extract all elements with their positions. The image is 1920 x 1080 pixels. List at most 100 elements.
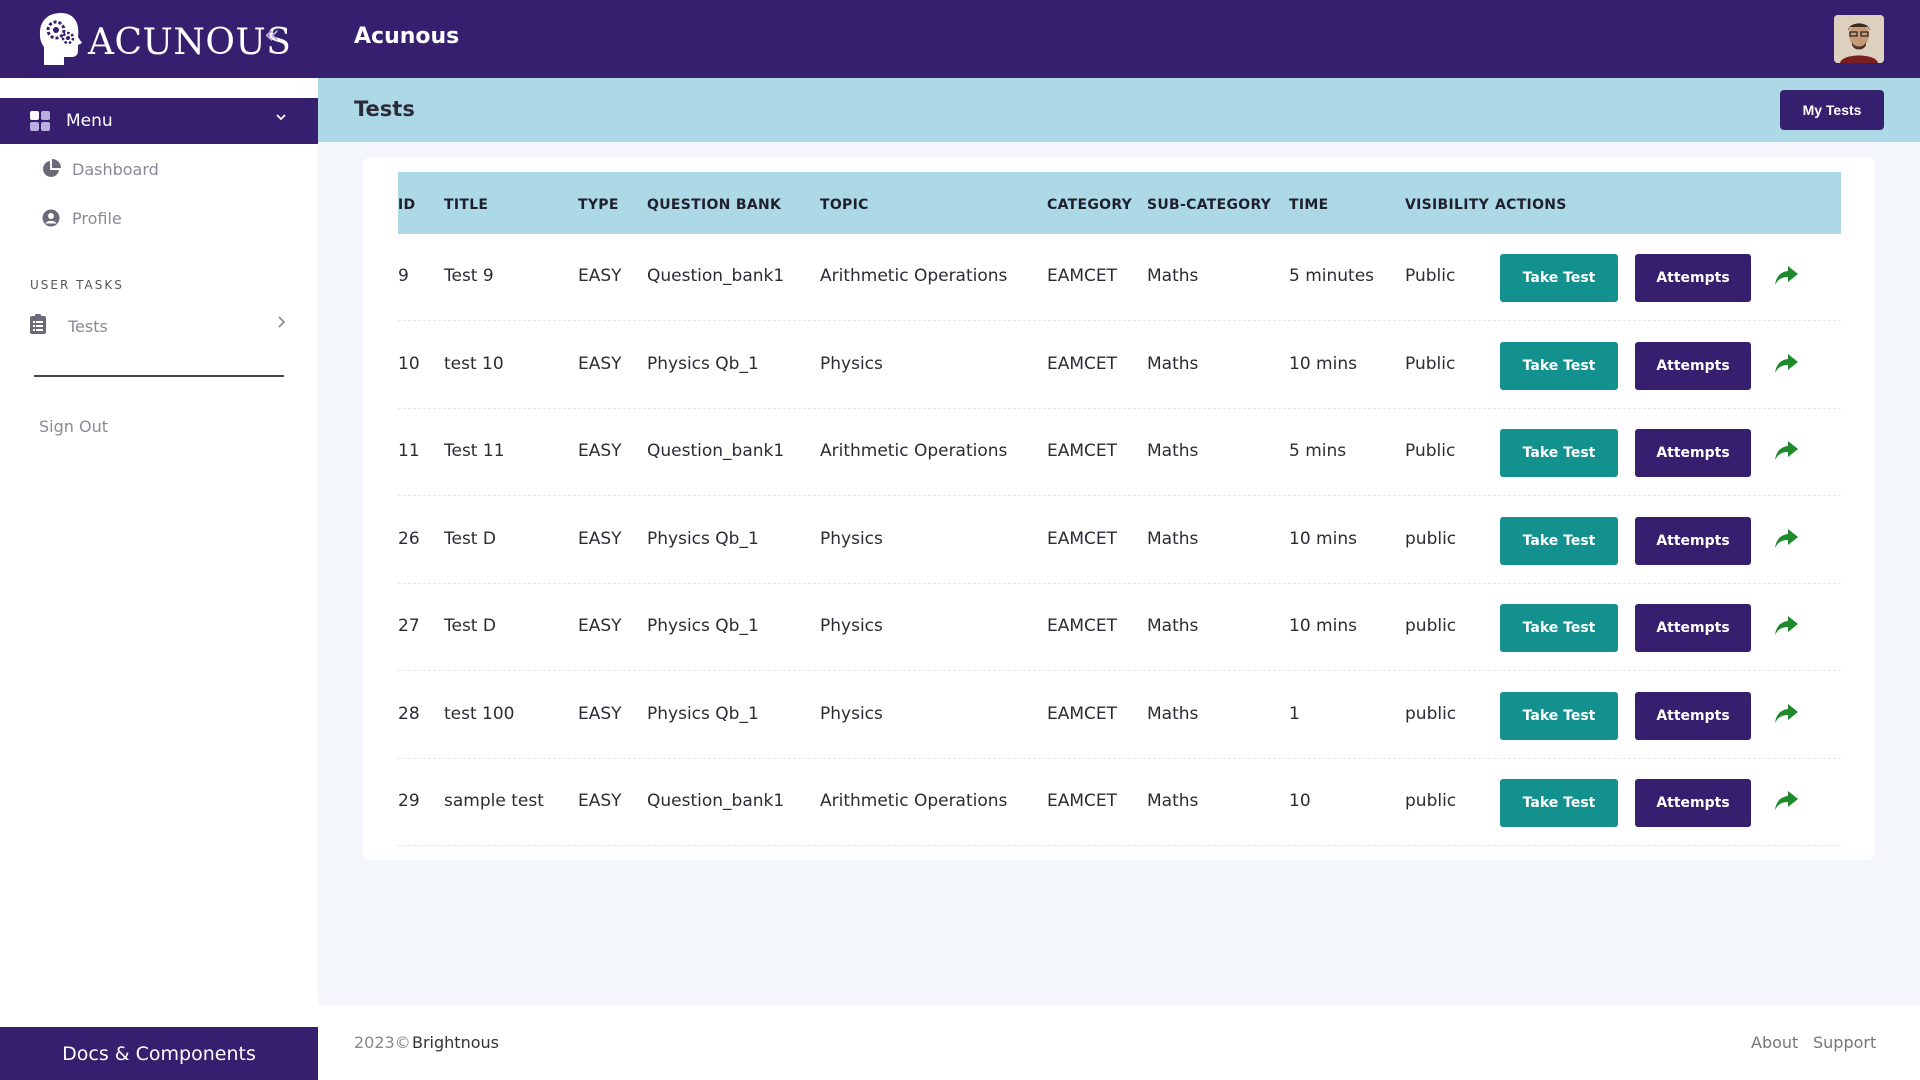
- cell-visibility: public: [1405, 791, 1457, 811]
- sidebar-item-label: Tests: [68, 316, 108, 336]
- column-header-time: TIME: [1289, 197, 1329, 213]
- page-title: Tests: [354, 97, 415, 121]
- cell-category: EAMCET: [1047, 616, 1118, 636]
- take-test-button[interactable]: Take Test: [1500, 516, 1618, 565]
- table-row: 11 Test 11 EASY Question_bank1 Arithmetic Op…: [398, 409, 1841, 496]
- cell-time: 5 mins: [1289, 441, 1347, 461]
- cell-category: EAMCET: [1047, 353, 1118, 374]
- pie-chart-icon: [40, 158, 62, 180]
- share-icon[interactable]: [1774, 439, 1800, 463]
- column-header-actions: ACTIONS: [1495, 197, 1567, 213]
- cell-category: EAMCET: [1047, 441, 1118, 461]
- cell-title: sample test: [444, 791, 544, 811]
- cell-type: EASY: [578, 441, 622, 461]
- clipboard-list-icon: [30, 314, 48, 338]
- table-header: ID TITLE TYPE QUESTION BANK TOPIC CATEGO…: [398, 172, 1841, 234]
- cell-sub-category: Maths: [1147, 703, 1199, 724]
- cell-title: Test D: [444, 616, 496, 636]
- column-header-category: CATEGORY: [1047, 197, 1133, 213]
- cell-id: 26: [398, 528, 420, 549]
- cell-visibility: Public: [1405, 441, 1456, 461]
- take-test-button[interactable]: Take Test: [1500, 429, 1618, 477]
- grid-icon: [30, 111, 50, 131]
- share-icon[interactable]: [1774, 352, 1800, 376]
- avatar[interactable]: [1834, 15, 1884, 63]
- cell-question-bank: Physics Qb_1: [647, 528, 759, 549]
- cell-title: test 10: [444, 353, 504, 374]
- take-test-button[interactable]: Take Test: [1500, 604, 1618, 652]
- cell-id: 9: [398, 266, 409, 286]
- share-icon[interactable]: [1774, 614, 1800, 638]
- cell-type: EASY: [578, 528, 622, 549]
- take-test-button[interactable]: Take Test: [1500, 691, 1618, 740]
- support-link[interactable]: Support: [1813, 1033, 1877, 1052]
- top-bar: ACUNOUS « Acunous: [0, 0, 1920, 78]
- attempts-button[interactable]: Attempts: [1635, 691, 1751, 740]
- sign-out-link[interactable]: Sign Out: [39, 417, 108, 436]
- cell-title: Test 11: [444, 441, 505, 461]
- cell-question-bank: Question_bank1: [647, 441, 785, 461]
- attempts-button[interactable]: Attempts: [1635, 779, 1751, 827]
- cell-visibility: public: [1405, 616, 1457, 636]
- table-row: 26 Test D EASY Physics Qb_1 Physics EAMCET Mat…: [398, 497, 1841, 584]
- share-icon[interactable]: [1774, 527, 1800, 551]
- cell-category: EAMCET: [1047, 528, 1118, 549]
- take-test-button[interactable]: Take Test: [1500, 779, 1618, 827]
- about-link[interactable]: About: [1751, 1033, 1799, 1052]
- footer: 2023© Brightnous About Support: [318, 1005, 1920, 1080]
- cell-sub-category: Maths: [1147, 791, 1199, 811]
- cell-question-bank: Physics Qb_1: [647, 703, 759, 724]
- logo[interactable]: ACUNOUS: [36, 10, 291, 68]
- attempts-button[interactable]: Attempts: [1635, 341, 1751, 390]
- cell-time: 5 minutes: [1289, 266, 1375, 286]
- docs-components-button[interactable]: Docs & Components: [0, 1027, 318, 1080]
- cell-time: 10: [1289, 791, 1311, 811]
- sidebar-item-dashboard[interactable]: Dashboard: [40, 158, 159, 180]
- cell-visibility: public: [1405, 528, 1457, 549]
- cell-visibility: Public: [1405, 266, 1456, 286]
- chevron-down-icon: [274, 110, 288, 128]
- divider: [34, 375, 284, 377]
- cell-question-bank: Physics Qb_1: [647, 353, 759, 374]
- cell-time: 10 mins: [1289, 353, 1357, 374]
- cell-question-bank: Physics Qb_1: [647, 616, 759, 636]
- cell-topic: Physics: [820, 528, 883, 549]
- share-icon[interactable]: [1774, 264, 1800, 288]
- take-test-button[interactable]: Take Test: [1500, 341, 1618, 390]
- sidebar-item-tests[interactable]: Tests: [30, 314, 288, 338]
- cell-type: EASY: [578, 616, 622, 636]
- my-tests-button[interactable]: My Tests: [1780, 90, 1884, 130]
- take-test-button[interactable]: Take Test: [1500, 254, 1618, 302]
- cell-topic: Arithmetic Operations: [820, 791, 1008, 811]
- attempts-button[interactable]: Attempts: [1635, 429, 1751, 477]
- cell-title: test 100: [444, 703, 515, 724]
- sidebar-item-profile[interactable]: Profile: [40, 207, 122, 229]
- column-header-topic: TOPIC: [820, 197, 869, 213]
- table-row: 10 test 10 EASY Physics Qb_1 Physics EAMCET Ma…: [398, 322, 1841, 409]
- cell-category: EAMCET: [1047, 791, 1118, 811]
- share-icon[interactable]: [1774, 789, 1800, 813]
- cell-title: Test D: [444, 528, 496, 549]
- cell-sub-category: Maths: [1147, 353, 1199, 374]
- column-header-question-bank: QUESTION BANK: [647, 197, 782, 213]
- menu-dropdown[interactable]: Menu: [0, 98, 318, 144]
- share-icon[interactable]: [1774, 702, 1800, 726]
- cell-type: EASY: [578, 703, 622, 724]
- cell-type: EASY: [578, 266, 622, 286]
- table-row: 28 test 100 EASY Physics Qb_1 Physics EAMCET M…: [398, 672, 1841, 759]
- cell-id: 28: [398, 703, 420, 724]
- collapse-sidebar-button[interactable]: «: [264, 20, 280, 50]
- cell-category: EAMCET: [1047, 703, 1118, 724]
- attempts-button[interactable]: Attempts: [1635, 604, 1751, 652]
- table-row: 27 Test D EASY Physics Qb_1 Physics EAMCET Mat…: [398, 584, 1841, 671]
- cell-time: 1: [1289, 703, 1300, 724]
- cell-topic: Arithmetic Operations: [820, 441, 1008, 461]
- cell-id: 29: [398, 791, 420, 811]
- cell-category: EAMCET: [1047, 266, 1118, 286]
- cell-topic: Physics: [820, 616, 883, 636]
- attempts-button[interactable]: Attempts: [1635, 516, 1751, 565]
- cell-sub-category: Maths: [1147, 616, 1199, 636]
- column-header-visibility: VISIBILITY: [1405, 197, 1490, 213]
- page-header: Tests My Tests: [318, 78, 1920, 142]
- attempts-button[interactable]: Attempts: [1635, 254, 1751, 302]
